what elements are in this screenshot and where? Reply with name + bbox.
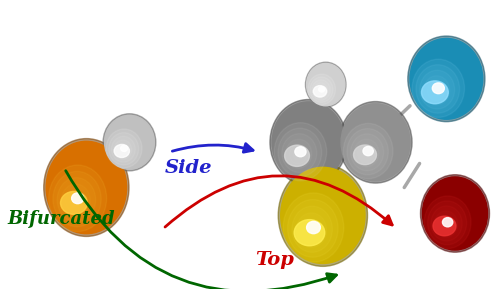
Ellipse shape [114,144,130,158]
Ellipse shape [72,193,84,204]
Ellipse shape [109,133,138,165]
Ellipse shape [288,199,338,257]
Ellipse shape [114,140,132,159]
Ellipse shape [306,221,320,234]
Ellipse shape [286,139,312,168]
Ellipse shape [283,193,344,262]
Ellipse shape [296,213,326,247]
Ellipse shape [422,177,488,250]
Ellipse shape [306,64,345,106]
Ellipse shape [410,38,483,119]
Text: Bifurcated: Bifurcated [8,210,116,228]
Ellipse shape [339,101,412,183]
Ellipse shape [312,80,330,100]
Ellipse shape [428,201,467,245]
Ellipse shape [422,81,448,104]
Ellipse shape [412,59,465,117]
Ellipse shape [344,123,393,179]
Ellipse shape [120,145,128,151]
Text: Side: Side [165,159,212,177]
Ellipse shape [433,216,456,236]
Ellipse shape [282,134,317,173]
Ellipse shape [424,76,450,105]
Ellipse shape [104,115,154,169]
Ellipse shape [62,184,90,217]
Ellipse shape [431,206,462,241]
Ellipse shape [314,86,326,97]
Ellipse shape [347,129,389,175]
Ellipse shape [350,134,384,171]
Ellipse shape [103,114,156,171]
Ellipse shape [270,99,347,185]
Ellipse shape [278,128,322,177]
Ellipse shape [308,74,336,105]
Ellipse shape [318,87,324,92]
Ellipse shape [416,65,460,113]
Ellipse shape [46,141,126,234]
Ellipse shape [420,175,490,252]
Ellipse shape [60,191,88,214]
Ellipse shape [284,145,310,166]
Ellipse shape [53,171,101,227]
Ellipse shape [57,178,96,222]
Ellipse shape [48,165,106,231]
Ellipse shape [112,136,136,162]
Ellipse shape [363,147,374,156]
Ellipse shape [354,145,376,165]
Ellipse shape [272,102,345,183]
Ellipse shape [314,83,328,98]
Ellipse shape [106,129,142,168]
Ellipse shape [341,104,410,181]
Ellipse shape [292,206,333,252]
Ellipse shape [295,147,306,157]
Text: Top: Top [256,251,294,269]
Ellipse shape [274,123,326,181]
Ellipse shape [424,196,471,249]
Ellipse shape [434,211,458,237]
Ellipse shape [354,139,379,167]
Ellipse shape [306,62,346,107]
Ellipse shape [408,36,485,122]
Ellipse shape [44,139,129,236]
Ellipse shape [420,70,454,109]
Ellipse shape [280,167,365,264]
Ellipse shape [278,164,368,266]
Ellipse shape [432,83,444,94]
Ellipse shape [310,77,333,102]
Ellipse shape [442,218,453,227]
Ellipse shape [294,220,325,246]
